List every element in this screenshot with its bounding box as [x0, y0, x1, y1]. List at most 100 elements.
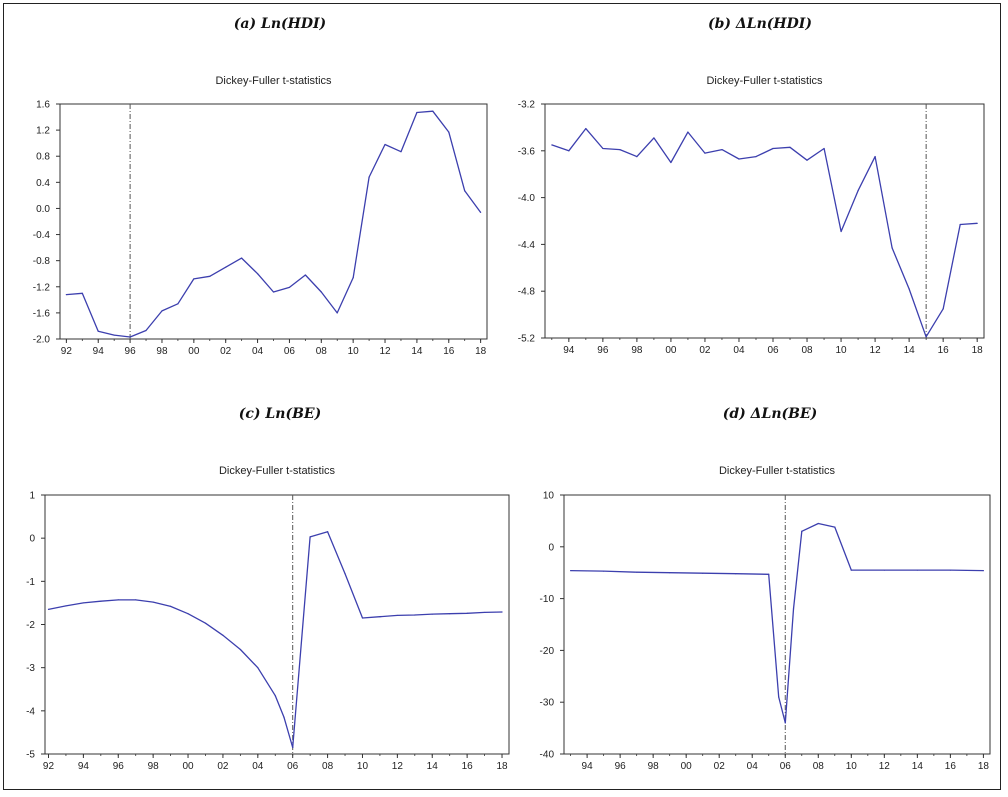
data-point	[801, 530, 803, 532]
x-tick-label: 18	[496, 761, 508, 772]
y-tick-label: 0.0	[36, 204, 50, 215]
x-tick-label: 02	[217, 761, 229, 772]
chart-d-svg: Dickey-Fuller t-statistics -40 -30 -20 -10 0 1…	[540, 465, 991, 772]
series-line	[551, 127, 978, 338]
data-point	[326, 531, 329, 533]
data-point	[982, 570, 984, 572]
data-point	[778, 696, 780, 698]
data-point	[177, 303, 179, 305]
data-point	[891, 247, 893, 249]
data-point	[209, 275, 211, 277]
y-tick-label: 0	[29, 534, 35, 545]
x-tick-label: 18	[972, 345, 984, 356]
figure-frame	[3, 3, 1001, 790]
x-tick-label: 00	[182, 761, 194, 772]
data-point	[702, 572, 704, 574]
data-point	[916, 569, 918, 571]
x-tick-label: 08	[813, 761, 825, 772]
data-point	[806, 159, 808, 161]
y-tick-label: 1	[29, 491, 35, 502]
data-point	[602, 147, 604, 150]
chart-title: Dickey-Fuller t-statistics	[215, 75, 332, 87]
data-point	[908, 288, 910, 290]
data-point	[959, 223, 961, 226]
panel-a-chart: Dickey-Fuller t-statistics -2.0 -1.6 -1.2 -0…	[15, 66, 492, 357]
panel-heading-b: (b) ΔLn(HDI)	[708, 16, 812, 32]
x-tick-label: 14	[427, 761, 439, 772]
data-point	[152, 601, 154, 603]
x-tick-label: 06	[287, 761, 299, 772]
data-point	[97, 330, 99, 332]
x-tick-label: 00	[665, 345, 677, 356]
data-point	[283, 716, 285, 718]
y-tick-label: -1.6	[33, 308, 51, 319]
data-point	[47, 608, 50, 610]
data-point	[721, 149, 723, 151]
data-point	[81, 292, 83, 294]
x-tick-label: 10	[348, 346, 360, 356]
data-point	[942, 308, 944, 310]
y-tick-label: -3.6	[518, 146, 536, 157]
data-point	[464, 190, 466, 192]
data-point	[100, 600, 102, 602]
series-line	[570, 522, 984, 724]
data-point	[222, 634, 224, 636]
panel-heading-a: (a) Ln(HDI)	[233, 16, 327, 32]
data-point	[65, 294, 67, 296]
data-point	[169, 605, 172, 607]
y-tick-label: -3	[26, 663, 35, 674]
x-tick-label: 06	[284, 346, 296, 356]
x-tick-label: 02	[714, 761, 726, 772]
data-point	[449, 613, 451, 615]
chart-b-svg: Dickey-Fuller t-statistics -5.2 -4.8 -4.4 -4…	[518, 75, 985, 356]
data-point	[384, 143, 386, 146]
x-tick-label: 14	[411, 346, 423, 356]
data-point	[239, 648, 241, 651]
x-tick-label: 16	[443, 346, 455, 356]
x-tick-label: 98	[631, 345, 643, 356]
x-tick-label: 92	[43, 761, 55, 772]
data-point	[636, 156, 638, 158]
plot-frame	[544, 103, 985, 339]
data-point	[193, 278, 195, 280]
x-tick-label: 12	[879, 761, 891, 772]
x-tick-label: 14	[912, 761, 924, 772]
x-tick-label: 18	[475, 346, 487, 356]
data-point	[883, 569, 885, 571]
data-point	[857, 189, 859, 192]
data-point	[501, 611, 503, 613]
x-tick-label: 98	[148, 761, 160, 772]
data-point	[379, 616, 381, 618]
data-point	[292, 746, 294, 749]
data-point	[772, 147, 774, 150]
panel-heading-c: (c) Ln(BE)	[238, 406, 322, 422]
chart-c-svg: Dickey-Fuller t-statistics -5 -4 -3 -2 -1 0 1 92…	[26, 465, 510, 772]
y-tick-label: 10	[543, 491, 555, 502]
chart-title: Dickey-Fuller t-statistics	[719, 465, 836, 477]
data-point	[466, 612, 468, 614]
x-tick-label: 06	[780, 761, 792, 772]
panel-c-chart: Dickey-Fuller t-statistics -5 -4 -3 -2 -1 0 1 92…	[15, 452, 515, 782]
data-point	[570, 570, 572, 572]
data-point	[225, 266, 227, 268]
x-tick-label: 04	[252, 761, 264, 772]
x-tick-label: 14	[904, 345, 916, 356]
data-point	[551, 144, 553, 146]
data-point	[949, 569, 951, 571]
x-tick-label: 94	[563, 345, 575, 356]
y-tick-label: -4.8	[518, 287, 536, 298]
x-tick-label: 94	[582, 761, 594, 772]
y-tick-label: -1	[26, 577, 35, 588]
series-line	[48, 531, 503, 749]
x-tick-label: 96	[113, 761, 125, 772]
x-tick-label: 16	[938, 345, 950, 356]
data-point	[738, 158, 740, 160]
data-point	[789, 146, 791, 148]
data-point	[129, 336, 131, 338]
x-tick-label: 96	[597, 345, 609, 356]
data-point	[187, 613, 189, 615]
data-point	[272, 291, 275, 293]
x-tick-label: 02	[220, 346, 232, 356]
data-point	[480, 211, 482, 213]
x-tick-label: 18	[978, 761, 990, 772]
